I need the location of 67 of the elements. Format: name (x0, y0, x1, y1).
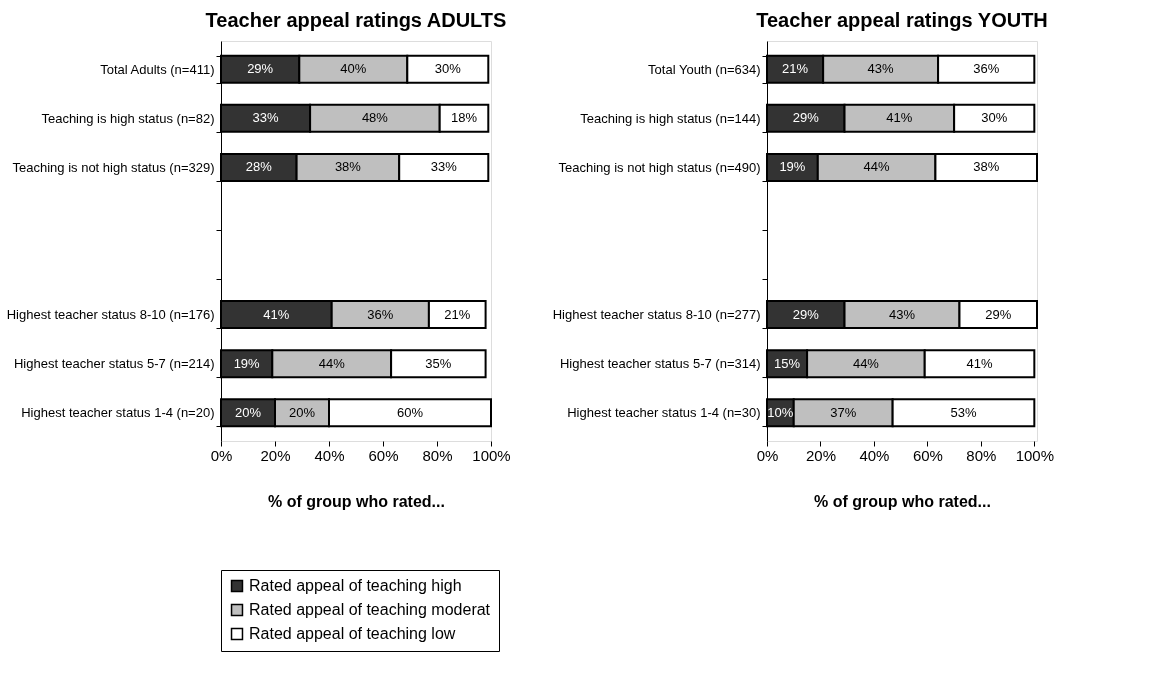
data-label: 10% (767, 404, 794, 420)
x-tick-label: 20% (260, 446, 291, 464)
data-label: 15% (774, 355, 801, 371)
data-label: 30% (434, 61, 462, 77)
data-label: 33% (430, 159, 458, 175)
y-tick-label: Teaching is not high status (n=329) (12, 159, 215, 175)
x-axis-title: % of group who rated... (268, 492, 445, 510)
y-tick-label: Highest teacher status 1-4 (n=20) (21, 405, 215, 421)
data-label: 44% (863, 159, 891, 175)
legend-label: Rated appeal of teaching high (249, 577, 462, 594)
legend-label: Rated appeal of teaching low (249, 625, 456, 642)
data-label: 43% (888, 306, 916, 322)
legend-label: Rated appeal of teaching moderat (249, 601, 491, 618)
data-label: 29% (985, 306, 1012, 322)
y-tick-label: Highest teacher status 8-10 (n=176) (6, 307, 215, 323)
y-tick-label: Highest teacher status 5-7 (n=214) (13, 356, 215, 372)
data-label: 33% (252, 110, 279, 126)
data-label: 21% (782, 61, 809, 77)
x-tick-label: 40% (314, 446, 345, 464)
x-tick-label: 60% (912, 446, 943, 464)
data-label: 44% (318, 355, 346, 371)
data-label: 38% (973, 159, 1000, 175)
y-tick-label: Total Adults (n=411) (100, 61, 215, 77)
data-label: 38% (334, 159, 362, 175)
data-label: 36% (973, 61, 1000, 77)
x-tick-label: 100% (1015, 446, 1055, 464)
x-tick-label: 100% (472, 446, 511, 464)
chart-title: Teacher appeal ratings ADULTS (205, 9, 507, 31)
x-tick-label: 80% (966, 446, 997, 464)
data-label: 30% (981, 110, 1008, 126)
x-tick-label: 0% (756, 446, 779, 464)
data-label: 37% (830, 404, 857, 420)
data-label: 48% (361, 110, 389, 126)
data-label: 19% (233, 355, 261, 371)
y-tick-label: Highest teacher status 1-4 (n=30) (567, 405, 761, 421)
y-tick-label: Teaching is not high status (n=490) (558, 159, 761, 175)
data-label: 41% (263, 306, 290, 322)
data-label: 19% (779, 159, 806, 175)
data-label: 18% (450, 110, 478, 126)
data-label: 40% (340, 61, 367, 77)
data-label: 35% (425, 355, 452, 371)
data-label: 20% (288, 404, 316, 420)
data-label: 21% (444, 306, 471, 322)
data-label: 29% (792, 110, 820, 126)
data-label: 41% (966, 355, 993, 371)
x-tick-label: 60% (368, 446, 399, 464)
data-label: 44% (852, 355, 880, 371)
x-tick-label: 20% (805, 446, 836, 464)
data-label: 28% (245, 159, 273, 175)
x-tick-label: 40% (859, 446, 890, 464)
data-label: 53% (950, 404, 977, 420)
y-tick-label: Highest teacher status 8-10 (n=277) (552, 307, 761, 323)
data-label: 29% (247, 61, 274, 77)
y-tick-label: Teaching is high status (n=82) (41, 110, 215, 126)
data-label: 20% (234, 404, 262, 420)
y-tick-label: Teaching is high status (n=144) (580, 110, 761, 126)
y-tick-label: Total Youth (n=634) (648, 61, 761, 77)
data-label: 29% (792, 306, 820, 322)
data-label: 36% (367, 306, 394, 322)
data-label: 43% (867, 61, 895, 77)
chart-title: Teacher appeal ratings YOUTH (756, 9, 1048, 31)
y-tick-label: Highest teacher status 5-7 (n=314) (559, 356, 761, 372)
x-axis-title: % of group who rated... (814, 492, 991, 510)
x-tick-label: 80% (422, 446, 453, 464)
data-label: 60% (396, 404, 424, 420)
x-tick-label: 0% (210, 446, 233, 464)
data-label: 41% (886, 110, 913, 126)
